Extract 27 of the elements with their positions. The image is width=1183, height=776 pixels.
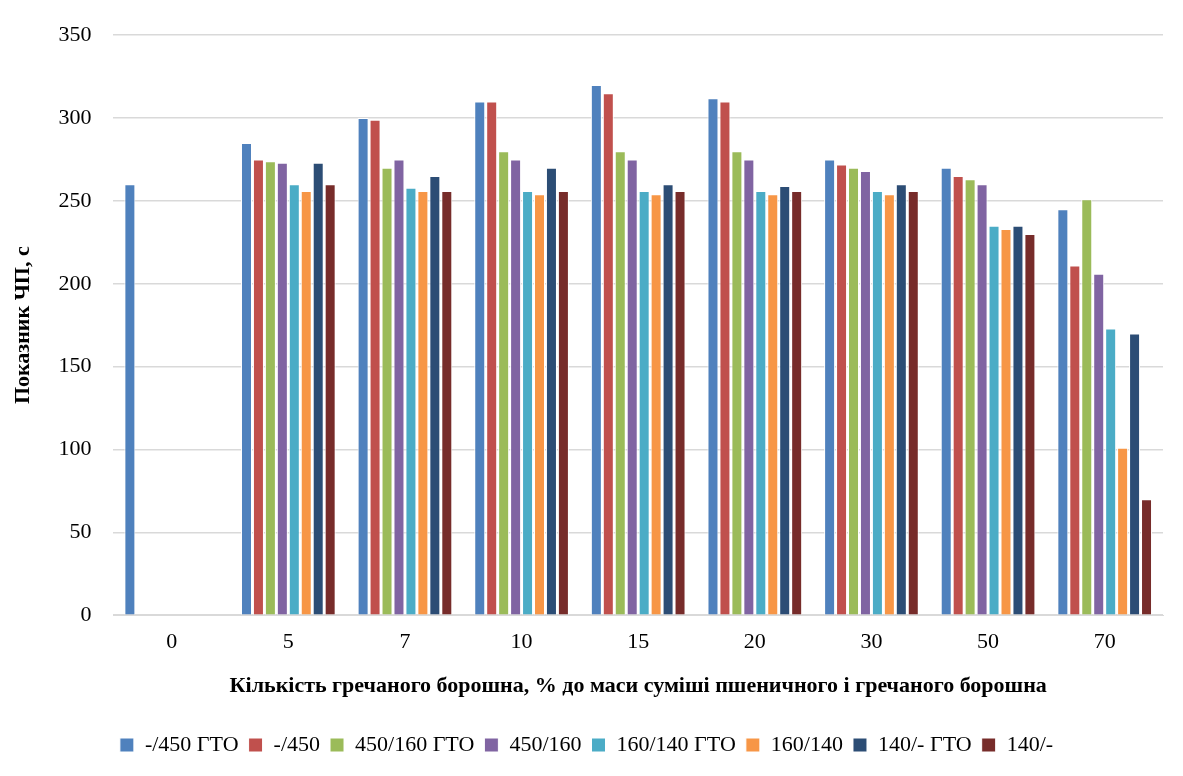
legend-label: 450/160 ГТО bbox=[355, 730, 475, 756]
legend-label: 450/160 bbox=[509, 730, 582, 756]
legend-label: 140/- ГТО bbox=[877, 730, 972, 756]
x-tick-label: 30 bbox=[860, 628, 883, 654]
x-tick-label: 70 bbox=[1093, 628, 1116, 654]
x-tick-label: 5 bbox=[282, 628, 294, 654]
x-tick-label: 10 bbox=[510, 628, 533, 654]
legend-label: 140/- bbox=[1006, 730, 1054, 756]
y-tick-label: 50 bbox=[69, 518, 92, 544]
y-axis-title: Показник ЧП, с bbox=[8, 246, 34, 405]
x-tick-label: 15 bbox=[627, 628, 650, 654]
y-tick-label: 100 bbox=[58, 435, 92, 461]
y-tick-label: 0 bbox=[80, 600, 92, 626]
legend-label: 160/140 bbox=[770, 730, 843, 756]
legend-label: 160/140 ГТО bbox=[616, 730, 736, 756]
y-tick-label: 250 bbox=[58, 186, 92, 212]
x-tick-label: 7 bbox=[399, 628, 411, 654]
x-tick-label: 0 bbox=[166, 628, 178, 654]
y-tick-label: 350 bbox=[58, 20, 92, 46]
x-tick-label: 20 bbox=[743, 628, 766, 654]
y-tick-label: 300 bbox=[58, 103, 92, 129]
legend-label: -/450 bbox=[273, 730, 321, 756]
y-tick-label: 150 bbox=[58, 352, 92, 378]
x-tick-label: 50 bbox=[977, 628, 1000, 654]
x-axis-title: Кількість гречаного борошна, % до маси суміші пшеничного і гречаного борошна bbox=[229, 672, 1047, 698]
y-tick-label: 200 bbox=[58, 269, 92, 295]
legend-label: -/450 ГТО bbox=[144, 730, 239, 756]
